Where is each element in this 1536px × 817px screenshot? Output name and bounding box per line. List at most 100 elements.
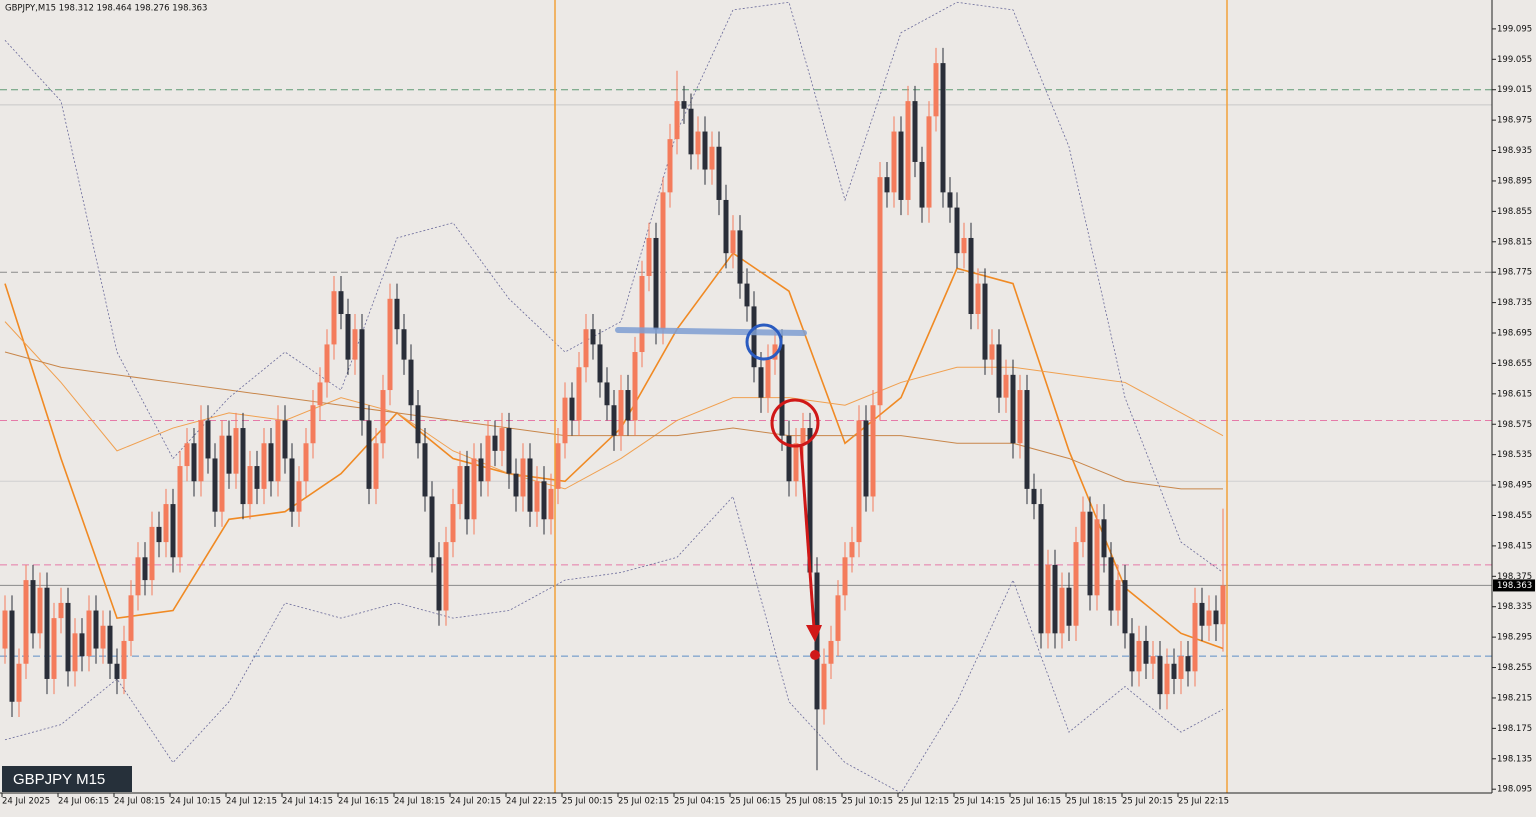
candle-body bbox=[667, 139, 673, 193]
candle-body bbox=[275, 420, 281, 482]
candle-body bbox=[954, 207, 960, 254]
candle-body bbox=[576, 367, 582, 421]
indicator-line bbox=[4, 495, 1224, 794]
candle-body bbox=[660, 192, 666, 330]
candle-body bbox=[618, 390, 624, 436]
candle-body bbox=[184, 443, 190, 467]
candle-body bbox=[240, 428, 246, 505]
candle-body bbox=[737, 230, 743, 284]
plot-area bbox=[0, 1, 1492, 794]
candle-body bbox=[1073, 542, 1079, 626]
candle-body bbox=[527, 458, 533, 512]
candle-body bbox=[296, 481, 302, 512]
candle-body bbox=[702, 131, 708, 170]
candle-body bbox=[1157, 656, 1163, 695]
red-dot bbox=[810, 650, 820, 660]
candle-body bbox=[79, 633, 85, 657]
price-axis-panel bbox=[1492, 0, 1536, 817]
y-tick-label: 198.255 bbox=[1497, 663, 1532, 673]
candle-body bbox=[1087, 511, 1093, 596]
candle-body bbox=[478, 458, 484, 482]
candle-body bbox=[709, 146, 715, 170]
candle-body bbox=[926, 116, 932, 208]
candle-body bbox=[226, 435, 232, 474]
candle-body bbox=[65, 602, 71, 672]
y-tick-label: 198.855 bbox=[1497, 207, 1532, 217]
candle-body bbox=[1094, 519, 1100, 596]
candle-body bbox=[156, 526, 162, 543]
y-tick-label: 198.135 bbox=[1497, 754, 1532, 764]
y-tick-label: 198.095 bbox=[1497, 785, 1532, 795]
candle-body bbox=[492, 435, 498, 451]
x-tick-label: 24 Jul 06:15 bbox=[58, 797, 109, 807]
candle-body bbox=[765, 359, 771, 398]
y-tick-label: 198.375 bbox=[1497, 572, 1532, 582]
x-tick-label: 24 Jul 14:15 bbox=[282, 797, 333, 807]
candle-body bbox=[919, 161, 925, 208]
candle-body bbox=[352, 329, 358, 360]
candle-body bbox=[121, 640, 127, 679]
candle-body bbox=[828, 640, 834, 664]
x-tick-label: 25 Jul 02:15 bbox=[618, 797, 669, 807]
candle-body bbox=[149, 526, 155, 581]
candle-body bbox=[394, 298, 400, 330]
candle-body bbox=[212, 458, 218, 512]
x-tick-label: 25 Jul 06:15 bbox=[730, 797, 781, 807]
candle-body bbox=[1101, 519, 1107, 558]
candle-body bbox=[639, 275, 645, 353]
candle-body bbox=[401, 329, 407, 360]
candle-body bbox=[961, 237, 967, 254]
candle-body bbox=[114, 663, 120, 679]
candle-body bbox=[730, 230, 736, 254]
candle-body bbox=[415, 405, 421, 444]
candle-body bbox=[695, 131, 701, 155]
candle-body bbox=[898, 131, 904, 200]
candle-body bbox=[86, 610, 92, 657]
candle-body bbox=[51, 618, 57, 679]
candle-body bbox=[1164, 663, 1170, 695]
candle-body bbox=[1024, 390, 1030, 489]
candle-body bbox=[688, 108, 694, 155]
candle-body bbox=[247, 466, 253, 505]
candle-body bbox=[716, 146, 722, 200]
candle-body bbox=[107, 625, 113, 664]
x-tick-label: 25 Jul 10:15 bbox=[842, 797, 893, 807]
candle-body bbox=[520, 458, 526, 497]
candle-body bbox=[191, 443, 197, 482]
candle-body bbox=[1185, 656, 1191, 672]
candle-body bbox=[933, 63, 939, 117]
candle-body bbox=[779, 344, 785, 436]
x-tick-label: 25 Jul 14:15 bbox=[954, 797, 1005, 807]
axes: 199.095 199.055 199.015 198.975 198.935 198.8… bbox=[1, 24, 1535, 807]
candle-body bbox=[807, 428, 813, 573]
candle-body bbox=[1108, 557, 1114, 611]
y-tick-label: 198.295 bbox=[1497, 633, 1532, 643]
candle-body bbox=[569, 397, 575, 421]
candle-body bbox=[1220, 585, 1226, 625]
candle-body bbox=[1038, 504, 1044, 634]
y-tick-label: 199.015 bbox=[1497, 85, 1532, 95]
x-tick-label: 25 Jul 00:15 bbox=[562, 797, 613, 807]
candle-body bbox=[16, 663, 22, 702]
y-tick-label: 198.775 bbox=[1497, 268, 1532, 278]
candle-body bbox=[786, 435, 792, 482]
x-tick-label: 25 Jul 22:15 bbox=[1178, 797, 1229, 807]
candle-body bbox=[303, 443, 309, 482]
x-tick-label: 25 Jul 12:15 bbox=[898, 797, 949, 807]
x-tick-label: 24 Jul 2025 bbox=[2, 797, 50, 807]
candle-body bbox=[856, 420, 862, 543]
candle-body bbox=[1178, 656, 1184, 679]
candle-body bbox=[555, 443, 561, 489]
candle-body bbox=[835, 595, 841, 641]
candle-body bbox=[345, 314, 351, 360]
candle-body bbox=[996, 344, 1002, 398]
candle-body bbox=[674, 101, 680, 140]
price-tag bbox=[1493, 579, 1535, 592]
candle-body bbox=[128, 595, 134, 641]
candle-body bbox=[142, 557, 148, 581]
candle-body bbox=[1136, 640, 1142, 672]
y-tick-label: 198.815 bbox=[1497, 237, 1532, 247]
candle-body bbox=[205, 420, 211, 459]
candle-body bbox=[1150, 656, 1156, 664]
